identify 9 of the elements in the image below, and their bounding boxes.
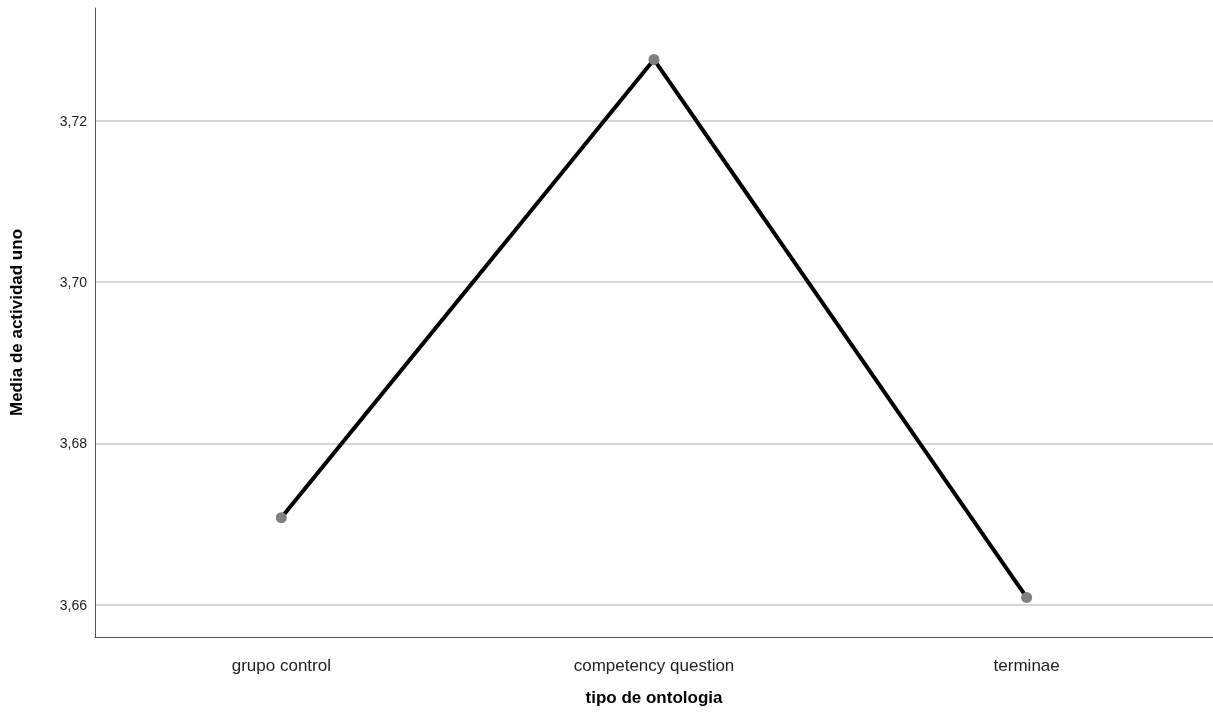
x-tick-label: terminae [993,656,1060,675]
x-tick-label: grupo control [231,656,331,675]
y-axis-title: Media de actividad uno [7,228,26,417]
y-tick-label: 3,66 [59,596,88,613]
y-tick-label: 3,68 [59,435,88,452]
y-tick-label: 3,72 [59,112,88,129]
x-axis-title: tipo de ontologia [585,688,724,707]
y-tick-label: 3,70 [59,274,88,291]
x-tick-label: competency question [573,656,735,675]
